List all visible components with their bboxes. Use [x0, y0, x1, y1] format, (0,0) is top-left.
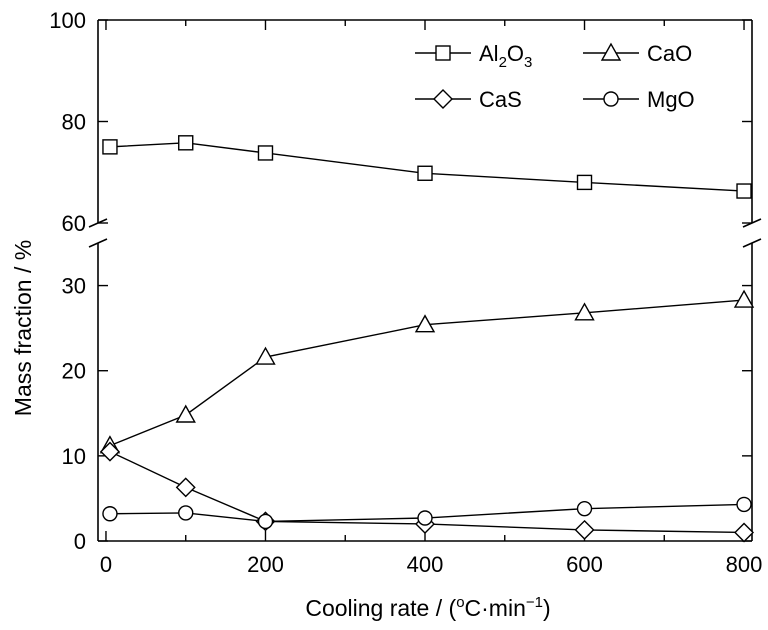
point-cao	[733, 289, 755, 308]
point-mgo	[257, 513, 274, 530]
x-tick-label: 800	[726, 552, 763, 577]
legend-label: Al2O3	[479, 41, 532, 71]
point-cao	[414, 314, 436, 333]
legend-item-mgo: MgO	[583, 87, 695, 112]
y-tick-label: 100	[49, 8, 86, 33]
legend-label: CaS	[479, 87, 522, 112]
x-axis-title: Cooling rate / (oC·min−1)	[305, 594, 550, 621]
point-cas	[175, 477, 196, 498]
axis-break-mark	[742, 238, 762, 248]
legend-marker	[600, 42, 622, 61]
point-mgo	[417, 510, 433, 526]
point-mgo	[102, 506, 118, 522]
series-line-cas	[109, 450, 745, 534]
tick-labels: 0 200 400 600 800 0 10 20 30 60 80 100	[49, 8, 762, 577]
y-tick-label: 0	[74, 529, 86, 554]
y-tick-label: 10	[62, 444, 86, 469]
point-mgo	[178, 505, 194, 521]
legend-marker	[435, 45, 451, 61]
point-cao	[255, 346, 276, 365]
legend-label: MgO	[647, 87, 695, 112]
point-al2o3	[736, 183, 752, 199]
x-tick-label: 400	[407, 552, 444, 577]
point-mgo	[736, 496, 752, 513]
legend-label: CaO	[647, 41, 692, 66]
point-cas	[734, 522, 755, 543]
x-tick-label: 600	[566, 552, 603, 577]
point-al2o3	[257, 145, 274, 161]
point-cas	[574, 519, 595, 540]
point-cas	[99, 441, 120, 462]
series-line-cao	[109, 299, 745, 447]
legend: Al2O3 CaO CaS MgO	[415, 41, 695, 112]
x-tick-label: 0	[100, 552, 112, 577]
point-al2o3	[102, 139, 118, 155]
axis-break-mark	[88, 238, 108, 248]
y-tick-label: 30	[62, 274, 86, 299]
legend-marker	[603, 91, 619, 107]
x-unit-exponent: −1	[526, 594, 543, 611]
series-group	[99, 135, 755, 543]
legend-item-al2o3: Al2O3	[415, 41, 532, 71]
series-line-al2o3	[109, 142, 745, 192]
series-cao	[99, 289, 755, 454]
y-tick-label: 80	[62, 110, 86, 135]
point-cao	[574, 302, 595, 321]
point-al2o3	[178, 135, 194, 151]
legend-item-cas: CaS	[415, 87, 522, 112]
series-mgo	[102, 496, 752, 530]
series-cas	[99, 441, 755, 543]
legend-item-cao: CaO	[583, 41, 692, 66]
series-line-mgo	[109, 503, 745, 523]
tick-marks	[98, 19, 752, 542]
point-cao	[175, 404, 196, 423]
point-al2o3	[576, 174, 593, 191]
y-tick-label: 60	[62, 211, 86, 236]
legend-marker	[433, 89, 453, 109]
series-al2o3	[102, 135, 752, 199]
point-mgo	[576, 500, 593, 517]
point-al2o3	[417, 165, 433, 181]
y-tick-label: 20	[62, 359, 86, 384]
x-unit-degree: o	[456, 594, 464, 611]
y-axis-title: Mass fraction / %	[10, 240, 36, 416]
x-tick-label: 200	[247, 552, 284, 577]
